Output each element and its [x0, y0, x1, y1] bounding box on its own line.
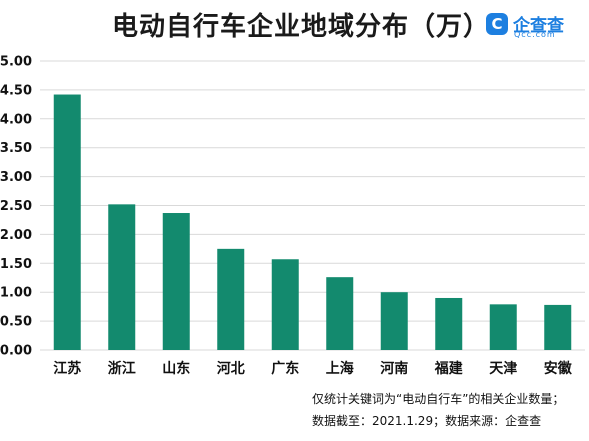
bar-广东 [271, 259, 299, 350]
y-tick-label: 2.50 [0, 199, 32, 214]
bar-天津 [489, 304, 517, 350]
chart-title: 电动自行车企业地域分布（万） [112, 12, 491, 42]
bar-山东 [162, 213, 190, 350]
x-tick-label: 福建 [434, 360, 463, 377]
logo-name: 企查查 [513, 16, 564, 36]
x-tick-label: 浙江 [108, 360, 136, 377]
y-axis-ticks: 0.00 0.50 1.00 1.50 2.00 2.50 3.00 3.50 4.00 4.50… [0, 55, 32, 359]
bar-河南 [380, 292, 408, 350]
y-tick-label: 1.50 [0, 257, 32, 272]
x-tick-label: 河北 [217, 360, 245, 377]
y-tick-label: 4.50 [0, 83, 32, 98]
bars [53, 94, 572, 350]
y-tick-label: 1.00 [0, 286, 32, 301]
bar-安徽 [544, 304, 572, 350]
bar-浙江 [108, 204, 136, 350]
x-axis-ticks: 江苏 浙江 山东 河北 广东 上海 河南 福建 天津 安徽 [53, 360, 572, 377]
footnote-source: 数据截至：2021.1.29；数据来源：企查查 [312, 414, 542, 428]
y-tick-label: 2.00 [0, 228, 32, 243]
bar-江苏 [53, 94, 81, 350]
x-tick-label: 天津 [489, 360, 517, 377]
y-tick-label: 3.50 [0, 141, 32, 156]
y-tick-label: 4.00 [0, 112, 32, 127]
bar-上海 [326, 277, 354, 350]
footnote-scope: 仅统计关键词为“电动自行车”的相关企业数量； [312, 392, 565, 406]
x-tick-label: 江苏 [53, 360, 81, 377]
brand-logo: C 企查查 Qcc.com [486, 11, 582, 41]
logo-domain: Qcc.com [514, 30, 556, 39]
bar-福建 [435, 297, 463, 350]
x-tick-label: 上海 [326, 360, 354, 377]
bar-河北 [217, 248, 245, 350]
x-tick-label: 安徽 [544, 360, 573, 377]
y-tick-label: 3.00 [0, 170, 32, 185]
y-tick-label: 0.00 [0, 344, 32, 359]
y-tick-label: 0.50 [0, 315, 32, 330]
x-tick-label: 河南 [380, 360, 408, 377]
x-tick-label: 山东 [162, 360, 190, 377]
y-tick-label: 5.00 [0, 55, 32, 70]
x-tick-label: 广东 [271, 360, 299, 377]
qcc-logo-icon: C [486, 13, 508, 35]
